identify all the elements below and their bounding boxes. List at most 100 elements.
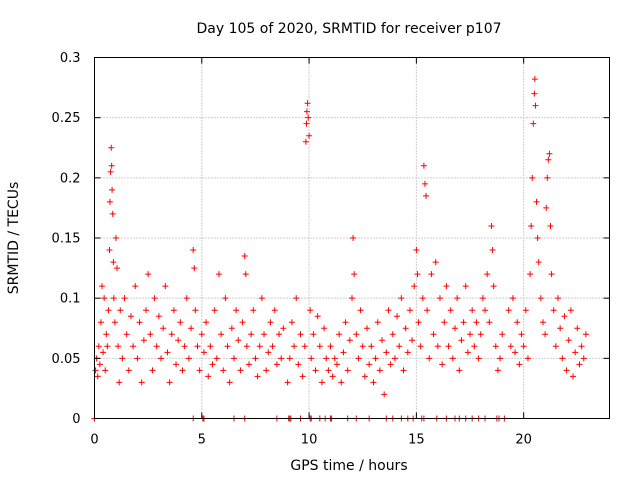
data-point [460,319,467,326]
data-point [288,319,295,326]
data-point [325,367,332,374]
data-point [205,373,212,380]
data-point [209,361,216,368]
data-point [153,343,160,350]
data-point [108,144,115,151]
data-point [226,379,233,386]
y-tick-label: 0.15 [52,232,81,247]
data-point [123,331,130,338]
data-point [421,180,428,187]
data-point [445,343,452,350]
data-point [303,108,310,115]
data-point [97,319,104,326]
data-point [542,331,549,338]
data-point [109,210,116,217]
data-point [321,325,328,332]
data-point [192,307,199,314]
data-point [239,319,246,326]
data-point [559,355,566,362]
data-point [230,355,237,362]
data-point [357,307,364,314]
data-point [420,162,427,169]
data-point [464,349,471,356]
data-point [546,150,553,157]
data-point [361,373,368,380]
data-point [237,367,244,374]
data-point [273,361,280,368]
data-point [456,367,463,374]
y-axis-title: SRMTID / TECUs [6,182,22,295]
data-point [158,355,165,362]
data-point [548,271,555,278]
data-point [92,367,99,374]
data-point [414,271,421,278]
data-point [306,132,313,139]
data-point [351,271,358,278]
data-point [297,331,304,338]
data-point [452,325,458,332]
data-point [430,331,437,338]
data-point [426,355,433,362]
data-point [488,222,495,229]
data-point [543,204,550,211]
data-point [537,295,544,302]
data-point [181,343,188,350]
data-point [101,295,108,302]
data-point [533,198,540,205]
data-point [291,343,298,350]
data-point [545,156,552,163]
y-tick-label: 0.3 [60,51,81,66]
data-point [467,331,474,338]
data-point [107,168,114,175]
data-point [143,307,149,314]
data-point [563,367,570,374]
data-point [200,349,207,356]
data-point [224,343,231,350]
data-point [578,343,585,350]
data-point [415,319,422,326]
data-point [196,367,203,374]
data-point [400,367,407,374]
data-point [522,307,529,314]
data-point [295,361,302,368]
data-point [299,373,306,380]
data-point [170,307,177,314]
data-point [203,319,210,326]
data-point [235,337,242,344]
data-point [424,307,431,314]
data-point [265,349,272,356]
data-point [532,102,539,109]
data-point [242,271,249,278]
data-point [404,349,411,356]
data-point [94,373,101,380]
data-point [531,76,538,83]
data-point [175,337,182,344]
data-point [105,307,112,314]
data-point [207,343,214,350]
data-point [329,373,336,380]
data-point [166,379,173,386]
data-point [127,313,134,320]
data-point [550,307,557,314]
y-tick-label: 0 [72,412,80,427]
data-point [102,367,109,374]
data-point [327,343,334,350]
data-point [469,307,476,314]
data-point [96,361,103,368]
data-point [233,307,240,314]
data-point [402,325,409,332]
data-point [514,319,521,326]
data-point [162,283,169,290]
data-point [396,343,403,350]
data-point [531,90,538,97]
data-point [130,343,137,350]
data-point [509,295,516,302]
data-point [312,367,319,374]
data-point [314,313,321,320]
data-point [140,337,147,344]
data-point [99,283,106,290]
data-point [338,379,345,386]
data-point [241,253,248,260]
data-point [198,331,205,338]
data-point [552,343,559,350]
